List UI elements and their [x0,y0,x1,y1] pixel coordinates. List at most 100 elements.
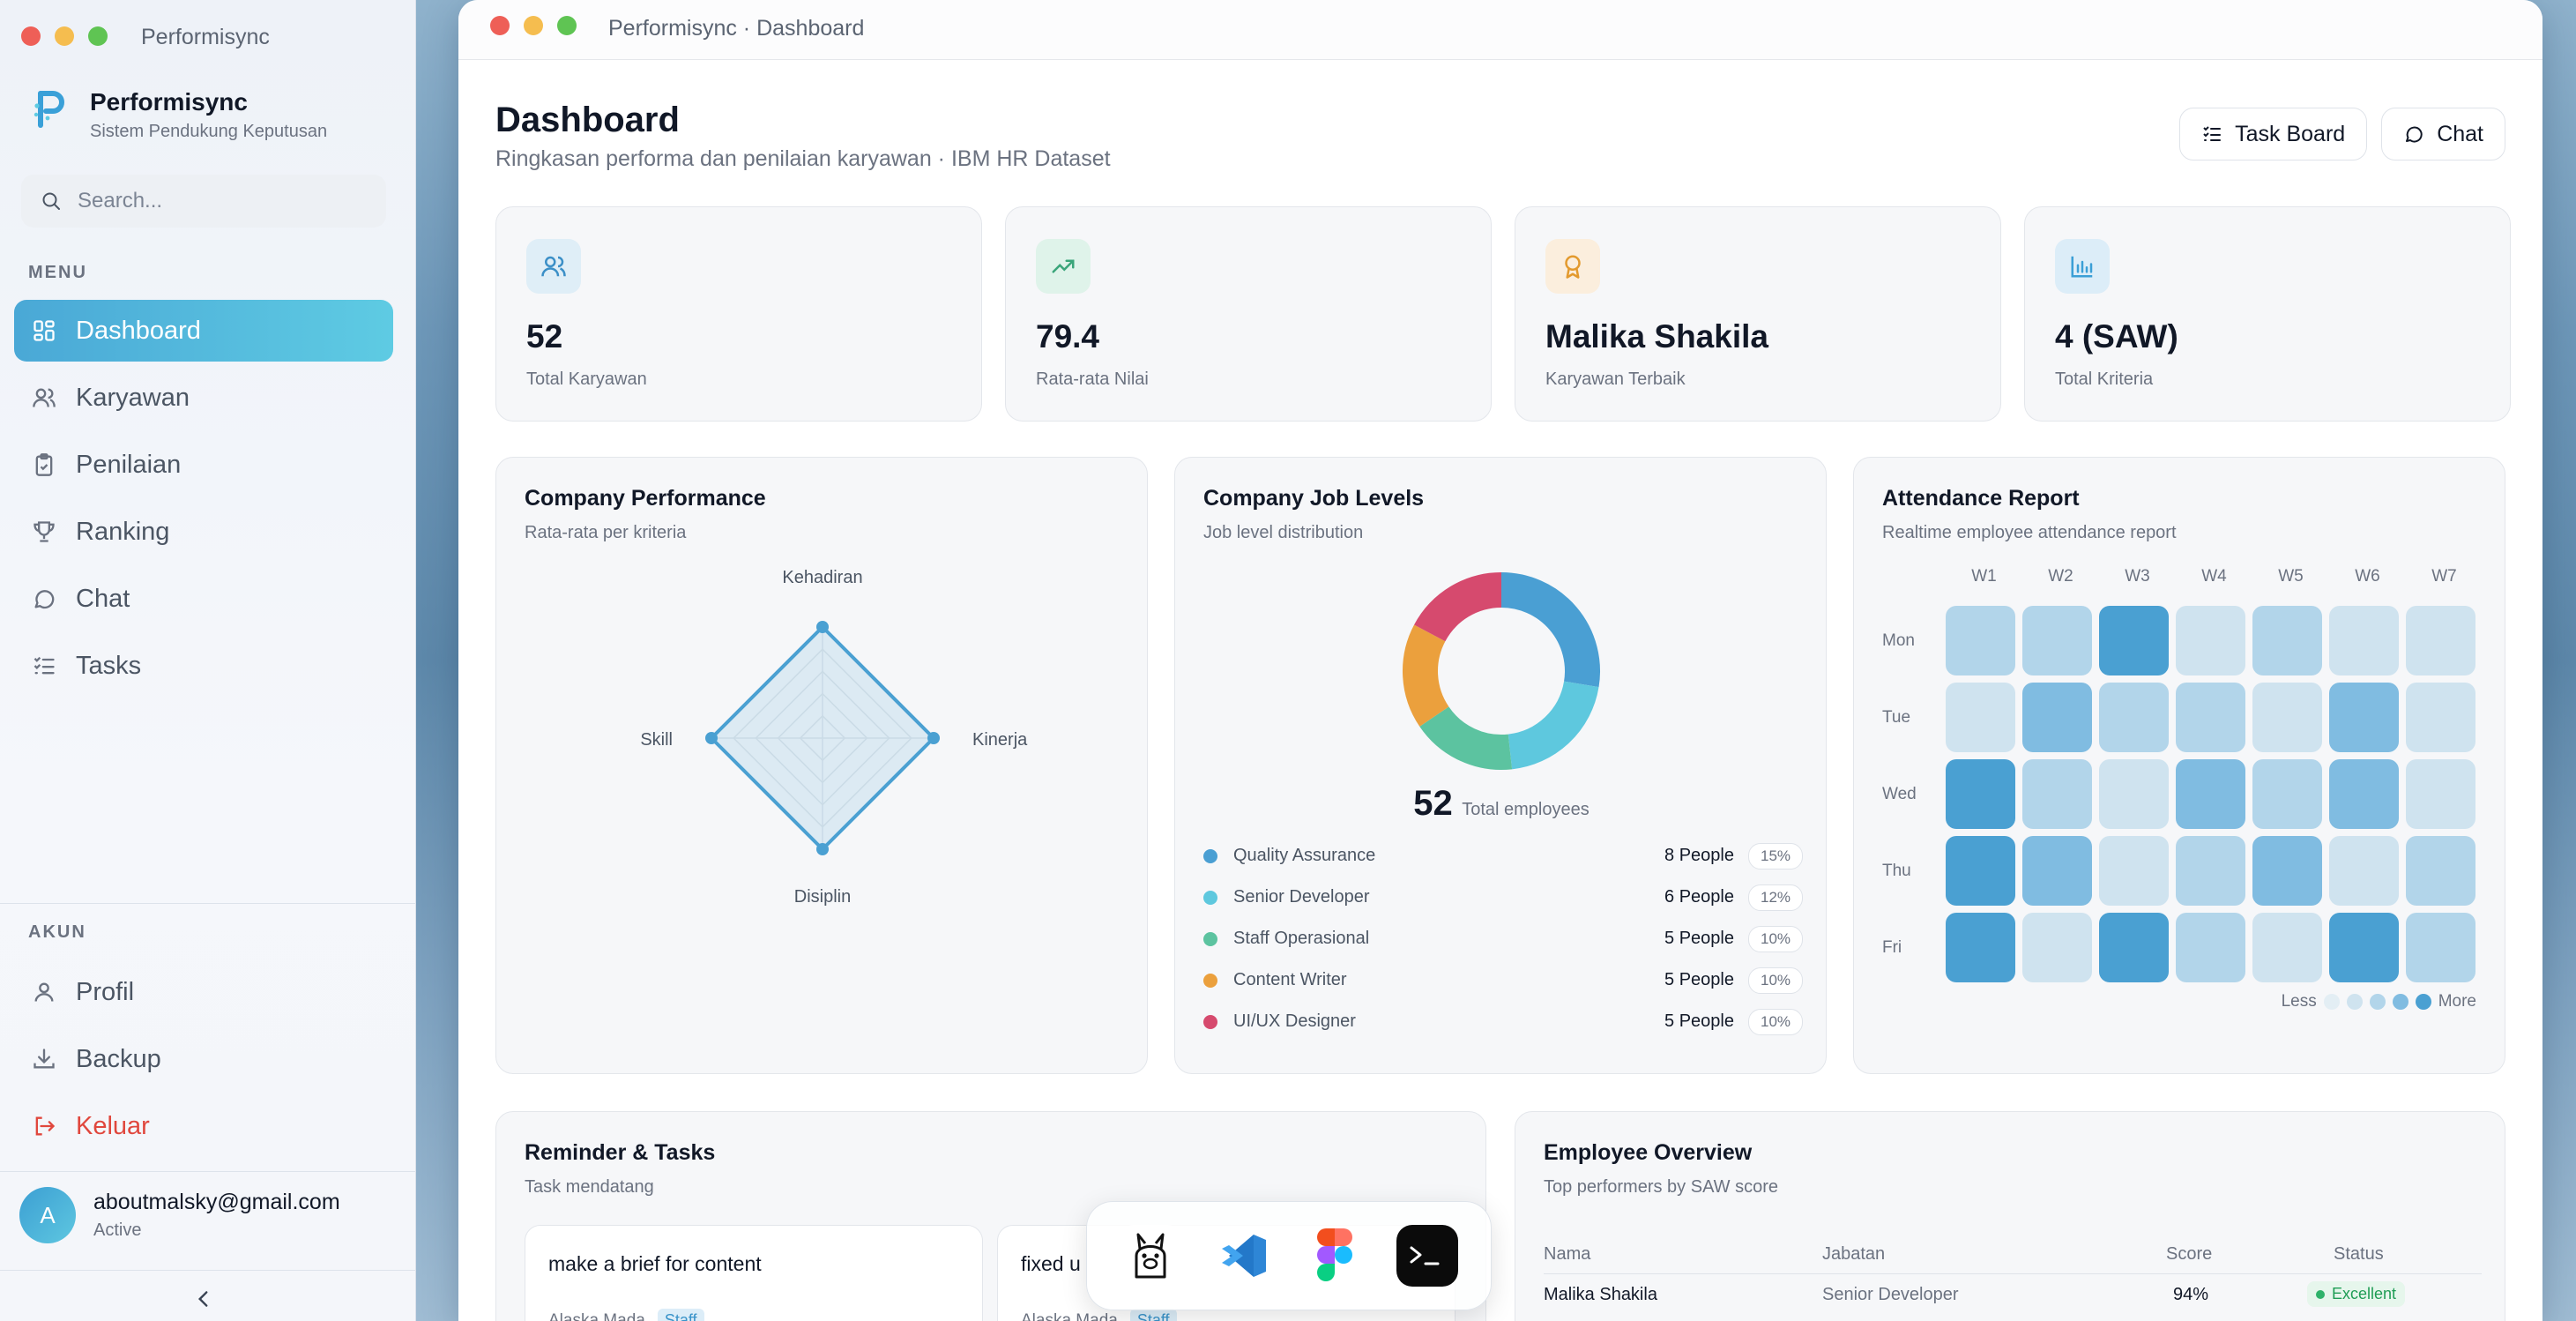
sidebar-item-penilaian[interactable]: Penilaian [14,434,393,496]
heatmap-cell[interactable] [2176,759,2245,829]
legend-name: Senior Developer [1233,887,1370,907]
heatmap-grid: Mon Tue Wed Thu Fri [1882,602,2483,986]
stats-row: 52 Total Karyawan 79.4 Rata-rata Nilai M… [495,206,2511,422]
radar-point[interactable] [927,732,940,744]
sidebar-item-karyawan[interactable]: Karyawan [14,367,393,429]
status-dot [2316,1289,2325,1299]
sidebar-item-label: Penilaian [76,450,182,479]
search-input[interactable] [78,189,360,213]
stat-card-total-kriteria[interactable]: 4 (SAW) Total Kriteria [2024,206,2511,422]
column-header-nama[interactable]: Nama [1544,1244,1591,1264]
heatmap-row: Tue [1882,679,2483,756]
heatmap-cell[interactable] [2406,683,2475,752]
legend-swatch [2392,994,2408,1010]
terminal-app-icon[interactable] [1396,1225,1458,1287]
column-header-jabatan[interactable]: Jabatan [1822,1244,1886,1264]
heatmap-cell[interactable] [2406,606,2475,675]
donut-slice[interactable] [1508,680,1599,770]
card-subtitle: Rata-rata per kriteria [525,523,687,542]
sidebar-item-keluar[interactable]: Keluar [14,1095,393,1157]
radar-point[interactable] [816,621,829,633]
heatmap-cell[interactable] [2252,606,2322,675]
ollama-app-icon[interactable] [1120,1225,1182,1287]
heatmap-cell[interactable] [1946,606,2015,675]
stat-icon-box [1545,239,1600,294]
chat-button[interactable]: Chat [2381,108,2505,160]
close-window-button[interactable] [21,26,41,46]
radar-point[interactable] [816,843,829,855]
donut-slice[interactable] [1419,705,1513,770]
heatmap-cell[interactable] [2176,606,2245,675]
user-profile[interactable]: A aboutmalsky@gmail.com Active [19,1187,340,1243]
heatmap-cell[interactable] [2406,836,2475,906]
legend-count: 5 People [1664,929,1734,948]
table-row[interactable]: Malika Shakila Senior Developer 94% Exce… [1544,1276,2482,1321]
sidebar-item-label: Tasks [76,651,142,680]
heatmap-cell[interactable] [2099,606,2169,675]
minimize-window-button[interactable] [524,16,543,35]
stat-card-rata-rata-nilai[interactable]: 79.4 Rata-rata Nilai [1005,206,1492,422]
heatmap-cell[interactable] [2252,759,2322,829]
donut-slice[interactable] [1500,572,1600,688]
donut-slice[interactable] [1414,572,1502,642]
heatmap-cell[interactable] [1946,913,2015,982]
heatmap-cell[interactable] [2099,759,2169,829]
heatmap-cell[interactable] [2099,836,2169,906]
column-header-status[interactable]: Status [2334,1244,2384,1264]
stat-card-total-karyawan[interactable]: 52 Total Karyawan [495,206,982,422]
heatmap-cell[interactable] [2176,913,2245,982]
search-box[interactable] [21,175,386,228]
maximize-window-button[interactable] [557,16,577,35]
sidebar-item-dashboard[interactable]: Dashboard [14,300,393,362]
heatmap-cell[interactable] [1946,836,2015,906]
stat-card-karyawan-terbaik[interactable]: Malika Shakila Karyawan Terbaik [1515,206,2001,422]
legend-percent: 15% [1748,842,1803,869]
maximize-window-button[interactable] [88,26,108,46]
figma-app-icon[interactable] [1304,1225,1366,1287]
heatmap-cell[interactable] [2329,913,2399,982]
sidebar-item-profil[interactable]: Profil [14,961,393,1023]
heatmap-cell[interactable] [2252,683,2322,752]
legend-item: Staff Operasional 5 People 10% [1203,918,1803,959]
list-checks-icon [2203,126,2222,141]
close-window-button[interactable] [490,16,510,35]
sidebar-item-tasks[interactable]: Tasks [14,635,393,697]
sidebar-item-ranking[interactable]: Ranking [14,501,393,563]
status-badge: Excellent [2307,1281,2406,1307]
heatmap-cell[interactable] [2022,836,2092,906]
task-card[interactable]: make a brief for content Alaska Mada Sta… [525,1225,983,1321]
heatmap-cell[interactable] [2022,606,2092,675]
column-header-score[interactable]: Score [2166,1244,2213,1264]
heatmap-cell[interactable] [2176,683,2245,752]
heatmap-cell[interactable] [2099,913,2169,982]
radar-axis-label: Skill [640,730,673,750]
heatmap-cell[interactable] [2252,913,2322,982]
chevron-left-icon[interactable] [192,1287,215,1310]
task-board-button[interactable]: Task Board [2179,108,2368,160]
minimize-window-button[interactable] [55,26,74,46]
sidebar-item-label: Backup [76,1044,161,1073]
donut-slice[interactable] [1403,624,1449,727]
heatmap-cell[interactable] [2022,683,2092,752]
heatmap-cell[interactable] [2329,683,2399,752]
week-label: W3 [2125,567,2150,586]
vscode-app-icon[interactable] [1212,1225,1274,1287]
heatmap-cell[interactable] [2099,683,2169,752]
sidebar-item-backup[interactable]: Backup [14,1028,393,1090]
menu-section-label: MENU [28,263,87,282]
heatmap-cell[interactable] [2329,836,2399,906]
heatmap-cell[interactable] [2022,913,2092,982]
heatmap-cell[interactable] [2406,913,2475,982]
heatmap-cell[interactable] [1946,683,2015,752]
heatmap-cell[interactable] [2176,836,2245,906]
heatmap-cell[interactable] [2329,606,2399,675]
heatmap-cell[interactable] [2252,836,2322,906]
heatmap-row: Mon [1882,602,2483,679]
heatmap-cell[interactable] [2406,759,2475,829]
sidebar-item-chat[interactable]: Chat [14,568,393,630]
radar-point[interactable] [705,732,718,744]
terminal-icon [1410,1246,1440,1265]
heatmap-cell[interactable] [2022,759,2092,829]
heatmap-cell[interactable] [1946,759,2015,829]
heatmap-cell[interactable] [2329,759,2399,829]
